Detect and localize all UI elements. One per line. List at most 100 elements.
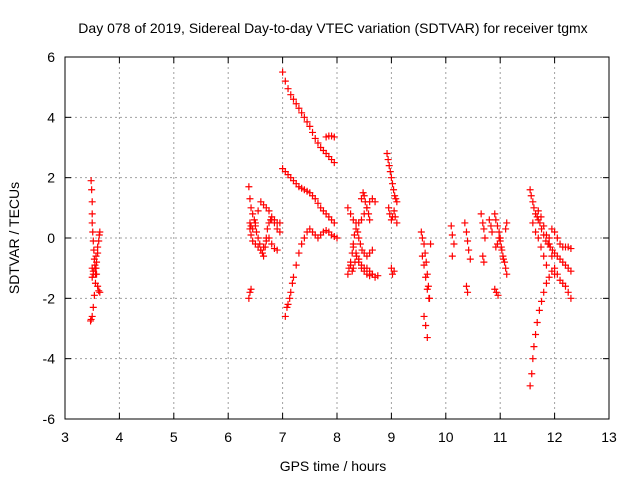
data-point-plus	[258, 249, 266, 257]
data-point-plus	[423, 285, 431, 293]
data-point-plus	[88, 210, 96, 218]
data-point-plus	[542, 261, 550, 269]
data-point-plus	[491, 285, 499, 293]
data-point-plus	[361, 198, 369, 206]
data-point-plus	[488, 228, 496, 236]
x-tick-label: 12	[547, 429, 563, 445]
data-point-plus	[289, 273, 297, 281]
data-point-plus	[418, 252, 426, 260]
data-point-plus	[88, 186, 96, 194]
data-point-plus	[387, 216, 395, 224]
data-point-plus	[388, 270, 396, 278]
data-point-plus	[349, 264, 357, 272]
data-point-plus	[567, 267, 575, 275]
data-point-plus	[311, 134, 319, 142]
data-point-plus	[553, 234, 561, 242]
data-point-plus	[496, 237, 504, 245]
data-point-plus	[527, 192, 535, 200]
data-point-plus	[447, 222, 455, 230]
data-point-plus	[427, 240, 435, 248]
data-point-plus	[95, 231, 103, 239]
data-point-plus	[390, 267, 398, 275]
data-point-plus	[254, 234, 262, 242]
data-point-plus	[425, 294, 433, 302]
data-point-plus	[90, 246, 98, 254]
data-point-plus	[344, 270, 352, 278]
data-point-plus	[540, 222, 548, 230]
data-point-plus	[485, 216, 493, 224]
data-point-plus	[95, 287, 103, 295]
y-tick-label: 0	[47, 230, 55, 246]
data-point-plus	[87, 177, 95, 185]
data-point-plus	[303, 118, 311, 126]
data-point-plus	[247, 222, 255, 230]
data-point-plus	[314, 139, 322, 147]
data-point-plus	[94, 282, 102, 290]
data-point-plus	[93, 258, 101, 266]
data-point-plus	[333, 234, 341, 242]
data-point-plus	[551, 228, 559, 236]
data-point-plus	[391, 213, 399, 221]
data-point-plus	[548, 252, 556, 260]
data-point-plus	[466, 255, 474, 263]
x-tick-label: 8	[333, 429, 341, 445]
data-point-plus	[88, 219, 96, 227]
data-point-plus	[355, 255, 363, 263]
data-point-plus	[356, 240, 364, 248]
data-point-plus	[273, 246, 281, 254]
data-point-plus	[420, 240, 428, 248]
data-point-plus	[487, 222, 495, 230]
data-point-plus	[352, 249, 360, 257]
x-tick-label: 9	[388, 429, 396, 445]
data-point-plus	[423, 334, 431, 342]
data-point-plus	[532, 331, 540, 339]
data-point-plus	[392, 195, 400, 203]
data-point-plus	[365, 210, 373, 218]
data-point-plus	[88, 273, 96, 281]
data-points	[87, 68, 575, 390]
data-point-plus	[491, 210, 499, 218]
data-point-plus	[330, 219, 338, 227]
data-point-plus	[349, 243, 357, 251]
x-tick-label: 11	[493, 429, 508, 445]
data-point-plus	[526, 186, 534, 194]
data-point-plus	[314, 199, 322, 207]
data-point-plus	[284, 300, 292, 308]
data-point-plus	[247, 231, 255, 239]
data-point-plus	[330, 133, 338, 141]
data-point-plus	[492, 216, 500, 224]
data-point-plus	[384, 156, 392, 164]
data-point-plus	[295, 104, 303, 112]
data-point-plus	[537, 213, 545, 221]
data-point-plus	[498, 246, 506, 254]
data-point-plus	[390, 186, 398, 194]
data-point-plus	[385, 204, 393, 212]
data-point-plus	[390, 207, 398, 215]
data-point-plus	[530, 204, 538, 212]
data-point-plus	[292, 261, 300, 269]
x-tick-label: 4	[116, 429, 124, 445]
data-point-plus	[564, 288, 572, 296]
data-point-plus	[249, 210, 257, 218]
data-point-plus	[263, 225, 271, 233]
data-point-plus	[95, 237, 103, 245]
data-point-plus	[448, 231, 456, 239]
data-point-plus	[357, 216, 365, 224]
data-point-plus	[89, 303, 97, 311]
data-point-plus	[481, 234, 489, 242]
data-point-plus	[281, 77, 289, 85]
y-tick-label: 4	[47, 109, 55, 125]
data-point-plus	[268, 213, 276, 221]
data-point-plus	[385, 162, 393, 170]
data-point-plus	[89, 270, 97, 278]
data-point-plus	[551, 270, 559, 278]
x-tick-label: 3	[61, 429, 69, 445]
data-point-plus	[88, 312, 96, 320]
x-axis-label: GPS time / hours	[280, 458, 387, 474]
data-point-plus	[492, 288, 500, 296]
data-point-plus	[254, 207, 262, 215]
x-tick-label: 10	[438, 429, 454, 445]
data-point-plus	[268, 240, 276, 248]
data-point-plus	[533, 318, 541, 326]
data-point-plus	[344, 204, 352, 212]
